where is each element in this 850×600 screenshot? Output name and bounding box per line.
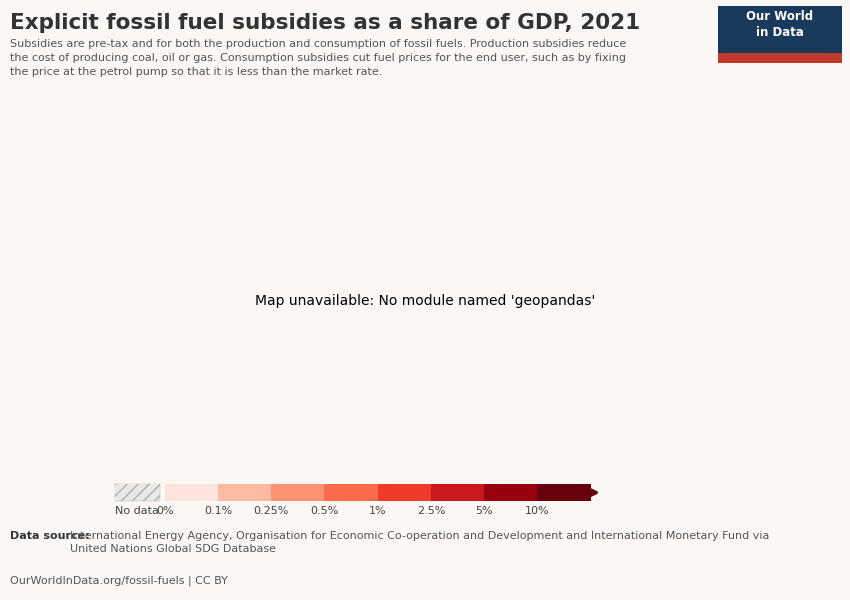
Bar (165, 484, 218, 501)
Bar (718, 6, 842, 53)
Bar (377, 484, 431, 501)
Text: Subsidies are pre-tax and for both the production and consumption of fossil fuel: Subsidies are pre-tax and for both the p… (10, 39, 626, 77)
Text: Map unavailable: No module named 'geopandas': Map unavailable: No module named 'geopan… (255, 295, 595, 308)
Text: 10%: 10% (525, 506, 550, 516)
Bar (325, 484, 377, 501)
Bar (718, 53, 842, 63)
Text: 5%: 5% (475, 506, 493, 516)
Text: International Energy Agency, Organisation for Economic Co-operation and Developm: International Energy Agency, Organisatio… (70, 531, 769, 554)
Bar (431, 484, 484, 501)
Bar (218, 484, 271, 501)
Bar (115, 484, 160, 501)
Bar (271, 484, 325, 501)
Text: 0.5%: 0.5% (310, 506, 338, 516)
Text: Explicit fossil fuel subsidies as a share of GDP, 2021: Explicit fossil fuel subsidies as a shar… (10, 13, 640, 33)
Bar (537, 484, 591, 501)
Text: OurWorldInData.org/fossil-fuels | CC BY: OurWorldInData.org/fossil-fuels | CC BY (10, 576, 228, 587)
Bar (115, 484, 160, 501)
Text: 1%: 1% (369, 506, 387, 516)
Text: No data: No data (116, 506, 159, 516)
Text: 2.5%: 2.5% (416, 506, 445, 516)
Text: Our World
in Data: Our World in Data (746, 10, 813, 39)
Text: Data source:: Data source: (10, 531, 94, 541)
Bar (484, 484, 537, 501)
Text: 0%: 0% (156, 506, 173, 516)
Text: 0.25%: 0.25% (253, 506, 289, 516)
Text: 0.1%: 0.1% (204, 506, 232, 516)
